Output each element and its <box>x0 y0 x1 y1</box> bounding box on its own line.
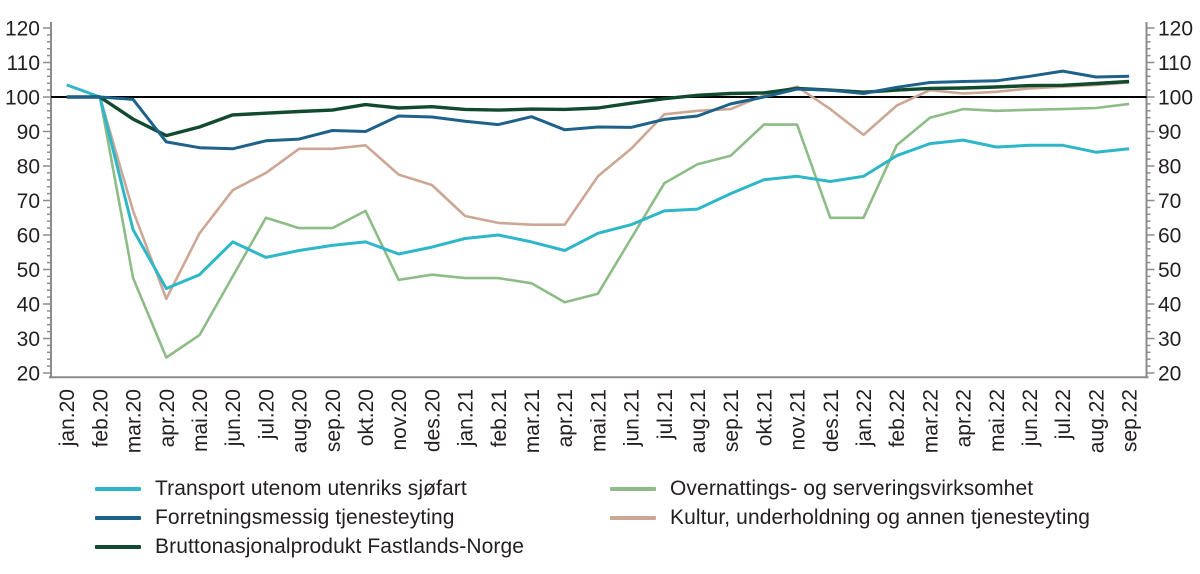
legend-swatch-transport <box>95 487 141 491</box>
svg-text:okt.20: okt.20 <box>355 389 378 446</box>
svg-text:30: 30 <box>1158 328 1181 351</box>
svg-text:80: 80 <box>1158 156 1181 179</box>
svg-text:okt.21: okt.21 <box>753 389 776 446</box>
legend-label: Kultur, underholdning og annen tjenestey… <box>670 506 1091 529</box>
svg-text:jun.21: jun.21 <box>621 389 644 447</box>
svg-text:110: 110 <box>7 52 40 75</box>
legend-item-bnp: Bruttonasjonalprodukt Fastlands-Norge <box>95 535 524 559</box>
svg-text:sep.20: sep.20 <box>322 389 345 452</box>
svg-text:30: 30 <box>17 328 40 351</box>
legend-swatch-bnp <box>95 545 141 549</box>
svg-text:feb.20: feb.20 <box>89 389 112 447</box>
svg-text:40: 40 <box>17 294 40 317</box>
svg-text:60: 60 <box>1158 225 1181 248</box>
svg-text:mai.20: mai.20 <box>189 389 212 452</box>
svg-text:20: 20 <box>17 363 40 386</box>
svg-text:aug.20: aug.20 <box>289 389 312 453</box>
svg-text:120: 120 <box>1158 18 1193 41</box>
svg-text:nov.20: nov.20 <box>388 389 411 451</box>
legend-item-overnatting: Overnattings- og serveringsvirksomhet <box>610 477 1033 501</box>
svg-text:nov.21: nov.21 <box>787 389 810 451</box>
svg-text:jan.22: jan.22 <box>853 389 876 447</box>
svg-text:mar.21: mar.21 <box>521 389 544 453</box>
svg-text:des.20: des.20 <box>421 389 444 452</box>
svg-text:90: 90 <box>1158 121 1181 144</box>
svg-text:jun.20: jun.20 <box>222 389 245 447</box>
svg-text:50: 50 <box>17 259 40 282</box>
legend-swatch-forretningsmessig <box>95 516 141 520</box>
svg-text:des.21: des.21 <box>820 389 843 452</box>
legend-swatch-kultur <box>610 516 656 520</box>
svg-text:70: 70 <box>17 190 40 213</box>
svg-text:jul.20: jul.20 <box>255 389 278 440</box>
svg-text:100: 100 <box>1158 87 1193 110</box>
legend-swatch-overnatting <box>610 487 656 491</box>
svg-text:apr.20: apr.20 <box>156 389 179 447</box>
legend-item-kultur: Kultur, underholdning og annen tjenestey… <box>610 506 1090 530</box>
svg-text:aug.22: aug.22 <box>1085 389 1108 453</box>
svg-text:sep.21: sep.21 <box>720 389 743 452</box>
svg-text:mai.21: mai.21 <box>587 389 610 452</box>
legend-item-transport: Transport utenom utenriks sjøfart <box>95 477 467 501</box>
svg-text:20: 20 <box>1158 363 1181 386</box>
svg-text:jun.22: jun.22 <box>1019 389 1042 447</box>
legend-label: Transport utenom utenriks sjøfart <box>155 477 467 500</box>
svg-text:50: 50 <box>1158 259 1181 282</box>
svg-text:mai.22: mai.22 <box>986 389 1009 452</box>
svg-text:jul.21: jul.21 <box>654 389 677 440</box>
legend-item-forretningsmessig: Forretningsmessig tjenesteyting <box>95 506 455 530</box>
svg-text:jan.20: jan.20 <box>56 389 79 447</box>
svg-text:120: 120 <box>5 18 40 41</box>
svg-text:aug.21: aug.21 <box>687 389 710 453</box>
legend-label: Forretningsmessig tjenesteyting <box>155 506 455 529</box>
svg-text:jul.22: jul.22 <box>1052 389 1075 440</box>
svg-text:feb.21: feb.21 <box>488 389 511 447</box>
legend-label: Overnattings- og serveringsvirksomhet <box>670 477 1034 500</box>
svg-text:110: 110 <box>1158 52 1191 75</box>
svg-text:100: 100 <box>5 87 40 110</box>
svg-text:apr.21: apr.21 <box>554 389 577 447</box>
legend-label: Bruttonasjonalprodukt Fastlands-Norge <box>155 535 525 558</box>
svg-text:sep.22: sep.22 <box>1119 389 1142 452</box>
svg-text:80: 80 <box>17 156 40 179</box>
svg-text:60: 60 <box>17 225 40 248</box>
svg-text:feb.22: feb.22 <box>886 389 909 447</box>
svg-text:90: 90 <box>17 121 40 144</box>
svg-text:mar.22: mar.22 <box>919 389 942 453</box>
svg-text:apr.22: apr.22 <box>953 389 976 447</box>
svg-text:70: 70 <box>1158 190 1181 213</box>
svg-text:jan.21: jan.21 <box>455 389 478 447</box>
svg-text:mar.20: mar.20 <box>123 389 146 453</box>
svg-text:40: 40 <box>1158 294 1181 317</box>
